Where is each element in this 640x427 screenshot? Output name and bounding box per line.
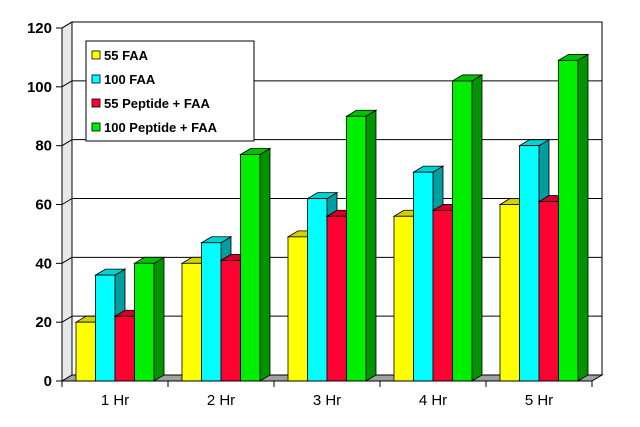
bar-front (75, 321, 96, 382)
y-tick-label: 20 (35, 314, 52, 331)
legend-label: 100 Peptide + FAA (104, 120, 218, 135)
bar-front (181, 262, 202, 382)
bar-front (499, 204, 520, 382)
bars (74, 53, 590, 382)
bar-side (577, 53, 589, 382)
axes: 0 20 40 60 80 100 120 1 Hr 2 Hr 3 Hr 4 Hr 5 Hr (27, 20, 593, 409)
bar (239, 147, 272, 382)
y-tick-label: 40 (35, 255, 52, 272)
x-tick-label: 3 Hr (313, 392, 341, 409)
y-tick-label: 60 (35, 197, 52, 214)
legend-swatch (91, 98, 101, 108)
bar-front (240, 154, 261, 382)
y-tick-label: 80 (35, 138, 52, 155)
bar-front (413, 171, 434, 382)
bar-front (393, 215, 414, 382)
bar-front (201, 242, 222, 382)
gridline-side (61, 80, 73, 88)
y-tick-label: 120 (27, 20, 52, 37)
bar (451, 74, 484, 382)
bar-front (220, 259, 241, 382)
bar (557, 53, 590, 382)
legend-label: 100 FAA (104, 72, 156, 87)
legend-swatch (91, 122, 101, 132)
bar-front (346, 115, 367, 382)
bar-front (287, 236, 308, 382)
legend: 55 FAA 100 FAA 55 Peptide + FAA 100 Peptide… (85, 40, 255, 142)
legend-label: 55 Peptide + FAA (104, 96, 210, 111)
y-tick-label: 0 (44, 373, 52, 390)
bar-front (558, 59, 579, 382)
legend-label: 55 FAA (104, 48, 149, 63)
legend-box (85, 40, 255, 142)
gridline-side (61, 198, 73, 205)
bar (345, 109, 378, 382)
bar-front (95, 274, 116, 382)
gridline-side (61, 21, 73, 29)
bar-front (326, 215, 347, 382)
bar-front (432, 209, 453, 382)
bar-side (471, 74, 483, 382)
bar-front (519, 145, 540, 382)
gridline-side (61, 315, 73, 323)
legend-swatch (91, 50, 101, 60)
bar-side (365, 109, 377, 382)
bar-front (134, 262, 155, 382)
legend-swatch (91, 74, 101, 84)
y-tick-label: 100 (27, 79, 52, 96)
gridline-side (61, 139, 73, 147)
bar (133, 256, 166, 382)
bar-side (259, 147, 271, 382)
bar-front (538, 201, 559, 382)
bar-front (452, 80, 473, 382)
bar-side (153, 256, 165, 382)
x-tick-label: 2 Hr (207, 392, 235, 409)
bar-front (114, 315, 135, 382)
gridline-side (61, 256, 73, 264)
x-tick-label: 4 Hr (419, 392, 447, 409)
x-tick-label: 1 Hr (101, 392, 129, 409)
bar-front (307, 198, 328, 382)
x-tick-label: 5 Hr (525, 392, 553, 409)
